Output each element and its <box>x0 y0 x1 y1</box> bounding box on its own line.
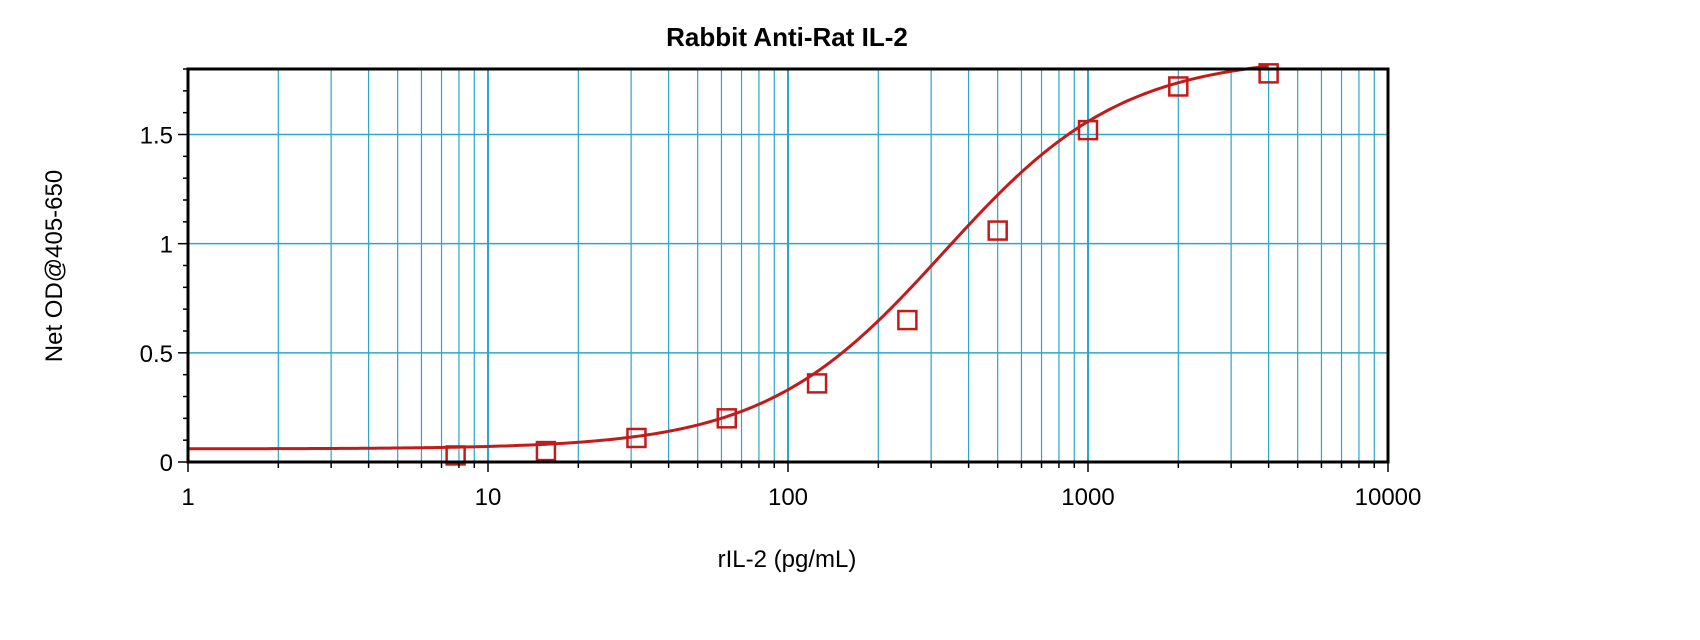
tick-labels: 1 10 100 1000 10000 0 0.5 1 1.5 <box>140 123 1422 512</box>
y-tick-label: 0.5 <box>140 341 173 368</box>
data-point <box>716 408 738 429</box>
y-tick-label: 1 <box>160 232 173 259</box>
x-axis-label: rIL-2 (pg/mL) <box>718 546 857 573</box>
data-points <box>445 63 1279 466</box>
y-axis-label: Net OD@405-650 <box>41 170 68 362</box>
data-point <box>445 445 466 466</box>
data-point <box>806 373 828 394</box>
data-point <box>987 220 1008 241</box>
axis-ticks <box>178 68 1389 472</box>
y-tick-label: 1.5 <box>140 123 173 150</box>
data-point <box>535 440 557 462</box>
chart-title: Rabbit Anti-Rat IL-2 <box>666 22 908 52</box>
data-point <box>1168 76 1189 97</box>
data-point <box>626 427 647 449</box>
x-tick-label: 10000 <box>1355 484 1422 511</box>
x-tick-label: 1 <box>181 484 194 511</box>
data-point <box>1258 63 1279 84</box>
x-tick-label: 1000 <box>1061 484 1114 511</box>
y-tick-label: 0 <box>160 450 173 477</box>
grid-lines <box>188 69 1388 462</box>
data-point <box>1077 119 1099 141</box>
x-tick-label: 10 <box>475 484 502 511</box>
x-tick-label: 100 <box>768 484 808 511</box>
data-point <box>897 309 918 331</box>
